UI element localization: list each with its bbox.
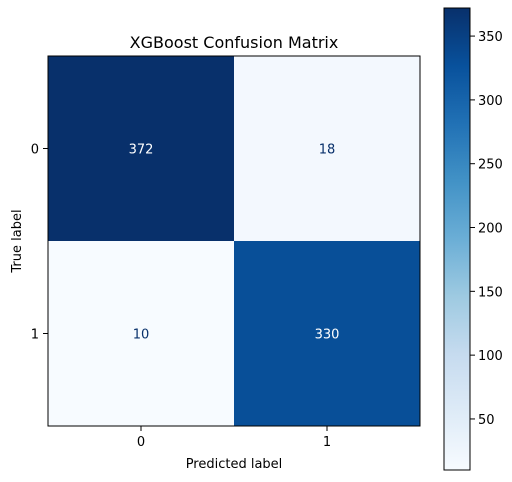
plot-frame (47, 55, 421, 427)
cell-value-label: 372 (129, 143, 154, 158)
x-tick-label: 0 (137, 435, 145, 450)
cell-value-label: 18 (319, 143, 336, 158)
colorbar-tick-label: 250 (478, 158, 503, 173)
matrix-cell (234, 241, 420, 426)
colorbar-tick-label: 150 (478, 285, 503, 300)
colorbar (443, 7, 471, 471)
matrix-cell (234, 56, 420, 241)
colorbar-tick-label: 50 (478, 413, 495, 428)
colorbar-tick-label: 200 (478, 222, 503, 237)
cell-value-label: 10 (133, 328, 150, 343)
colorbar-tick-label: 300 (478, 94, 503, 109)
y-tick-label: 1 (31, 328, 39, 343)
colorbar-ticks: 50 100 150 200 250 300 350 (470, 30, 503, 428)
colorbar-tick-label: 350 (478, 30, 503, 45)
cell-value-label: 330 (315, 328, 340, 343)
chart-title: XGBoost Confusion Matrix (130, 33, 339, 52)
colorbar-tick-label: 100 (478, 349, 503, 364)
x-axis-label: Predicted label (186, 457, 283, 472)
y-tick-label: 0 (31, 143, 39, 158)
y-axis-ticks: 01 (31, 143, 48, 343)
y-axis-label: True label (10, 209, 25, 273)
x-tick-label: 1 (323, 435, 331, 450)
matrix-cell (48, 241, 234, 426)
matrix-cell (48, 56, 234, 241)
matrix-cells: 372 18 10 330 (48, 56, 420, 426)
